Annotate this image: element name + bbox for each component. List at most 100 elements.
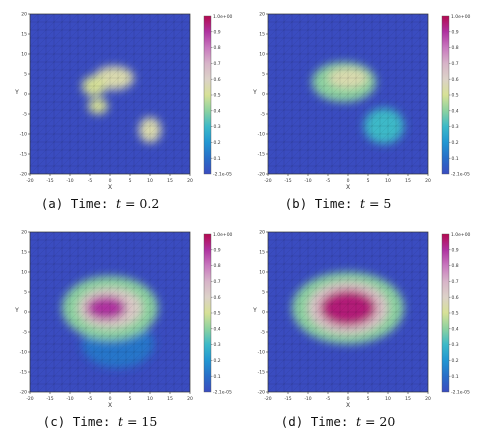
y-tick-label: -5 [23,112,28,118]
colorbar-tick-label: 0.2 [214,140,221,146]
colorbar-tick-label: 0.1 [214,156,221,162]
colorbar-max-label: 1.0e+00 [213,14,233,20]
colorbar-tick-label: 0.3 [214,342,221,348]
colorbar-tick-label: 0.1 [452,156,459,162]
caption-prefix: Time: [314,196,353,211]
x-tick-label: 0 [109,178,112,184]
x-tick-label: -5 [326,178,331,184]
x-tick-label: -20 [264,396,271,402]
time-symbol: t [115,196,121,211]
colorbar-min-label: -2.1e-05 [451,172,470,178]
y-axis-label: Y [252,89,257,96]
x-tick-label: 15 [167,178,173,184]
colorbar-tick-label: 0.8 [452,263,459,269]
x-tick-label: -20 [26,396,33,402]
y-tick-label: -5 [23,330,28,336]
colorbar-tick-label: 0.8 [452,45,459,51]
y-tick-label: 5 [262,72,265,78]
colorbar-tick-label: 0.6 [214,295,221,301]
y-tick-label: 10 [259,270,265,276]
field-background [30,14,190,174]
y-tick-label: -15 [20,370,27,376]
caption-label: (a) [40,196,64,211]
y-tick-label: -10 [258,350,265,356]
caption-label: (d) [280,414,304,429]
colorbar-tick-label: 0.5 [452,311,459,317]
time-value: 0.2 [139,196,160,211]
x-tick-label: 20 [425,178,431,184]
y-tick-label: -15 [20,152,27,158]
y-tick-label: 0 [262,310,265,316]
x-tick-label: 0 [109,396,112,402]
x-tick-label: 0 [347,396,350,402]
x-tick-label: 10 [147,178,153,184]
y-tick-label: 10 [21,52,27,58]
field-blob [82,76,106,96]
colorbar-tick-label: 0.6 [214,77,221,83]
colorbar-min-label: -2.1e-05 [451,390,470,396]
colorbar [203,15,212,175]
colorbar-tick-label: 0.7 [452,279,459,285]
colorbar-tick-label: 0.5 [214,93,221,99]
panel-a: -20 -15 -10 -5 0 5 10 15 20 20 15 10 5 0 -5 -10 -15 -20 X Y… [0,0,236,218]
y-tick-label: 15 [21,32,27,38]
panel-d: -20 -15 -10 -5 0 5 10 15 20 20 15 10 5 0 -5 -10 -15 -20 X Y… [238,218,474,436]
x-tick-label: -5 [88,396,93,402]
y-tick-label: 20 [21,12,27,18]
time-symbol: t [117,414,123,429]
colorbar-tick-label: 0.9 [452,247,459,253]
time-value: 5 [383,196,392,211]
x-tick-label: -10 [304,178,311,184]
y-tick-label: 0 [24,92,27,98]
y-tick-label: -15 [258,370,265,376]
x-tick-label: -15 [46,396,53,402]
y-tick-label: -10 [20,350,27,356]
x-tick-label: 10 [385,396,391,402]
colorbar-min-label: -2.1e-05 [213,390,232,396]
colorbar-tick-label: 0.6 [452,77,459,83]
y-tick-label: 20 [259,230,265,236]
x-tick-label: 20 [187,178,193,184]
colorbar-tick-label: 0.9 [214,247,221,253]
colorbar-tick-label: 0.5 [452,93,459,99]
colorbar-tick-label: 0.7 [214,61,221,67]
field-blob [88,98,108,114]
colorbar-tick-label: 0.4 [452,326,459,332]
x-tick-label: -15 [284,396,291,402]
field-blob [320,290,376,326]
y-tick-label: 0 [24,310,27,316]
x-axis-label: X [108,184,112,191]
y-tick-label: 10 [259,52,265,58]
caption-label: (b) [284,196,308,211]
x-tick-label: -20 [26,178,33,184]
x-tick-label: -5 [326,396,331,402]
y-tick-label: -10 [258,132,265,138]
plot-d: -20 -15 -10 -5 0 5 10 15 20 20 15 10 5 0 -5 -10 -15 -20 X Y… [252,230,471,409]
x-tick-label: -15 [284,178,291,184]
y-axis-label: Y [14,89,19,96]
y-tick-label: -20 [20,390,27,396]
y-tick-label: -20 [258,390,265,396]
x-tick-label: -15 [46,178,53,184]
y-tick-label: -20 [258,172,265,178]
x-axis-label: X [108,402,112,409]
time-symbol: t [359,196,365,211]
x-tick-label: 10 [147,396,153,402]
y-axis-label: Y [14,307,19,314]
x-tick-label: 15 [405,178,411,184]
caption-prefix: Time: [310,414,349,429]
y-tick-label: -10 [20,132,27,138]
caption-prefix: Time: [70,196,109,211]
colorbar-tick-label: 0.2 [452,358,459,364]
x-tick-label: 5 [129,396,132,402]
caption-c: (c) Time: t = 15 [42,414,158,429]
colorbar-tick-label: 0.5 [214,311,221,317]
field-blob [86,296,126,320]
caption-label: (c) [42,414,66,429]
colorbar-max-label: 1.0e+00 [451,232,471,238]
y-tick-label: 20 [21,230,27,236]
field-blob [328,68,368,88]
x-tick-label: 5 [129,178,132,184]
y-tick-label: 5 [262,290,265,296]
x-tick-label: 15 [167,396,173,402]
